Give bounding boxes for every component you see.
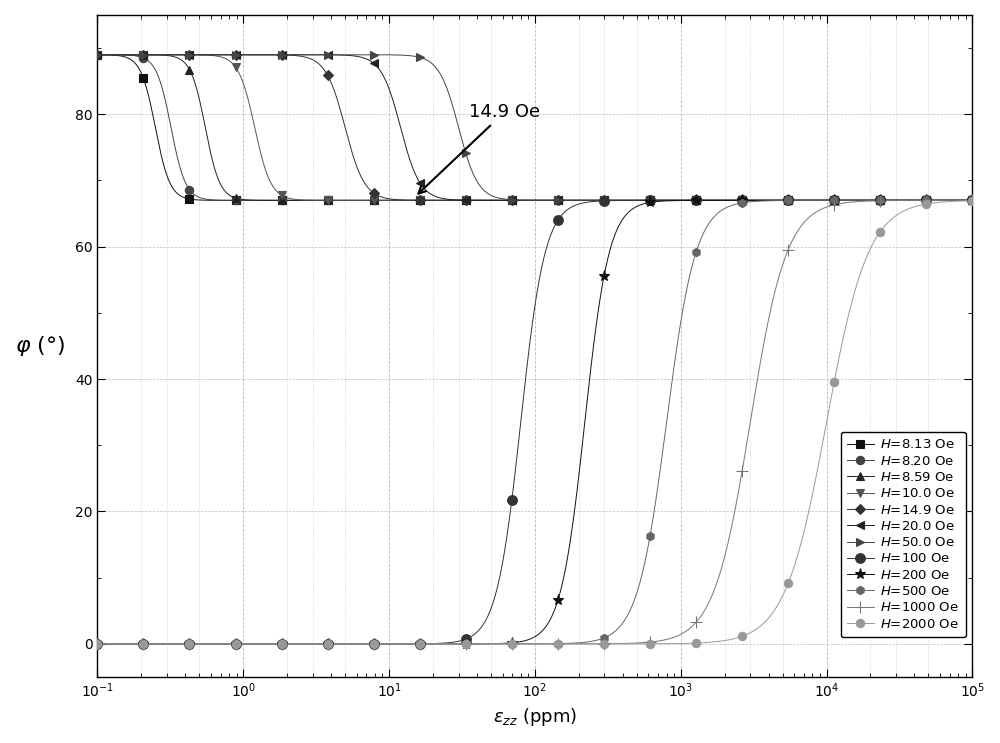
Y-axis label: $\varphi$ (°): $\varphi$ (°) [15,334,65,358]
X-axis label: $\varepsilon_{zz}$ (ppm): $\varepsilon_{zz}$ (ppm) [493,706,577,728]
Legend: $H$=8.13 Oe, $H$=8.20 Oe, $H$=8.59 Oe, $H$=10.0 Oe, $H$=14.9 Oe, $H$=20.0 Oe, $H: $H$=8.13 Oe, $H$=8.20 Oe, $H$=8.59 Oe, $… [841,432,966,637]
Text: 14.9 Oe: 14.9 Oe [418,103,540,193]
